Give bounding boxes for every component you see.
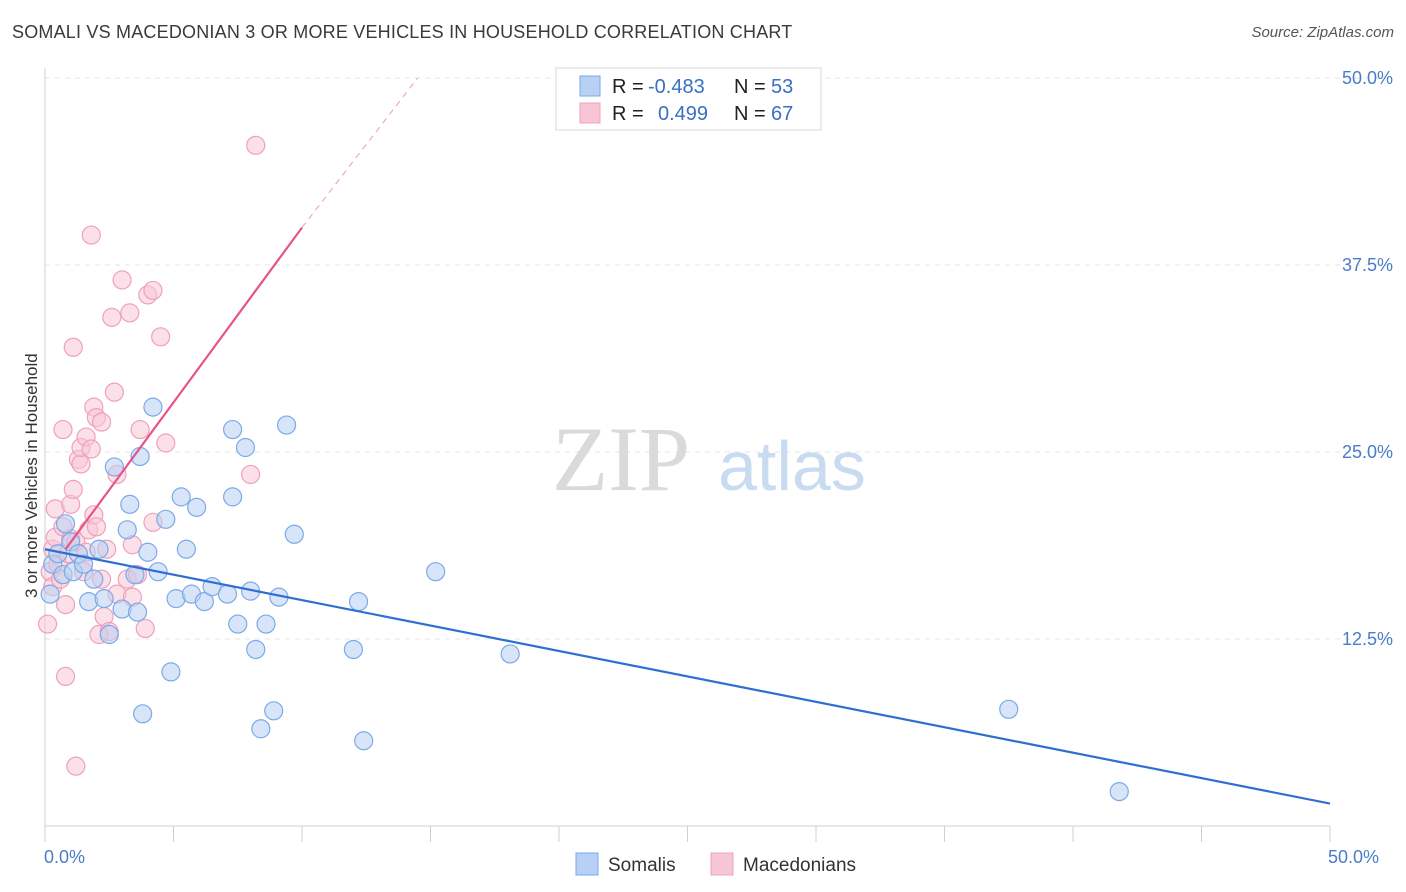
macedonians-point [63,337,83,357]
macedonians-point [55,666,76,687]
somalis-point [251,719,271,739]
legend-swatch-somalis [579,75,601,97]
somalis-point [73,554,94,574]
y-tick-label: 50.0% [1342,68,1393,88]
macedonians-point [151,327,171,347]
series-legend: Somalis Macedonians [575,852,856,876]
somalis-point [138,542,158,562]
macedonians-point [81,439,101,459]
legend-r-label-macedonians: R = [612,103,644,125]
somalis-point [94,589,114,609]
bottom-legend-swatch-somalis [575,852,599,876]
somalis-point [117,520,137,540]
legend-swatch-macedonians [579,102,601,124]
macedonians-point [53,419,73,440]
macedonians-point [143,280,163,301]
somalis-point [1109,781,1129,802]
somalis-point [120,494,140,514]
legend-n-value-macedonians: 67 [771,103,793,125]
legend-r-value-macedonians: 0.499 [658,103,708,125]
somalis-point [354,731,374,751]
chart-title: SOMALI VS MACEDONIAN 3 OR MORE VEHICLES … [12,22,793,42]
legend-r-value-somalis: -0.483 [648,76,705,98]
macedonians-point [104,382,124,402]
somalis-point [284,524,304,544]
macedonians-point [63,479,83,499]
bottom-legend-swatch-macedonians [710,852,734,876]
somalis-point [84,569,104,589]
y-axis-tick-labels: 12.5% 25.0% 37.5% 50.0% [1342,68,1393,649]
somalis-point [89,539,109,559]
bottom-legend-label-somalis: Somalis [608,855,676,876]
somalis-point [217,584,238,604]
y-tick-label: 37.5% [1342,255,1393,275]
macedonians-point [241,464,261,485]
somalis-point [194,591,214,612]
somalis-point [187,497,207,517]
somalis-point [343,639,363,660]
somalis-point [171,487,191,507]
x-tick-label-max: 50.0% [1328,847,1379,867]
macedonians-point [112,270,132,290]
macedonians-point [246,135,266,155]
somalis-point [223,487,243,507]
somalis-point [104,457,124,477]
legend-n-label-macedonians: N = [734,103,766,125]
macedonians-trend-line [64,226,303,550]
macedonians-point [130,419,150,440]
somalis-point [55,514,76,534]
somalis-point [348,591,369,612]
somalis-point [156,509,176,529]
trend-lines [44,77,1331,805]
macedonians-point [55,594,76,615]
somalis-point [143,397,163,417]
somalis-point [127,602,148,622]
macedonians-point [86,517,107,537]
x-axis-ticks [44,826,1331,842]
macedonians-point [81,225,101,245]
x-tick-label-min: 0.0% [44,847,85,867]
somalis-point [161,662,181,682]
macedonians-point [37,614,58,634]
somalis-point [176,539,196,559]
somalis-point [276,415,297,435]
somalis-point [125,565,145,585]
macedonians-point [156,433,176,453]
somalis-point [256,614,276,634]
y-axis-title: 3 or more Vehicles in Household [22,353,41,598]
somalis-point [246,639,266,660]
macedonians-point [66,756,86,776]
somalis-point [500,644,520,664]
macedonians-point [120,303,140,323]
macedonians-point [102,307,122,327]
macedonians-point [91,412,112,432]
somalis-trend-line [44,548,1331,805]
somalis-point [40,584,60,604]
chart-source: Source: ZipAtlas.com [1251,24,1394,41]
somalis-point [999,699,1019,719]
legend-n-value-somalis: 53 [771,76,793,98]
legend-n-label-somalis: N = [734,76,766,98]
somalis-point [264,701,284,721]
gridlines [45,77,1395,640]
macedonians-point [135,618,155,639]
somalis-point [133,704,153,724]
watermark-atlas: atlas [718,427,866,505]
bottom-legend-label-macedonians: Macedonians [743,855,856,876]
somalis-point [99,624,119,645]
somalis-point [235,437,256,458]
legend-r-label-somalis: R = [612,76,644,98]
y-tick-label: 25.0% [1342,442,1393,462]
somalis-point [426,562,446,582]
y-tick-label: 12.5% [1342,629,1393,649]
somalis-point [228,614,248,634]
macedonians-points [37,135,266,776]
somalis-point [223,419,243,440]
watermark-zip: ZIP [552,408,690,510]
macedonians-trend-extension [301,77,419,228]
correlation-legend: R = -0.483 N = 53 R = 0.499 N = 67 [555,67,822,131]
